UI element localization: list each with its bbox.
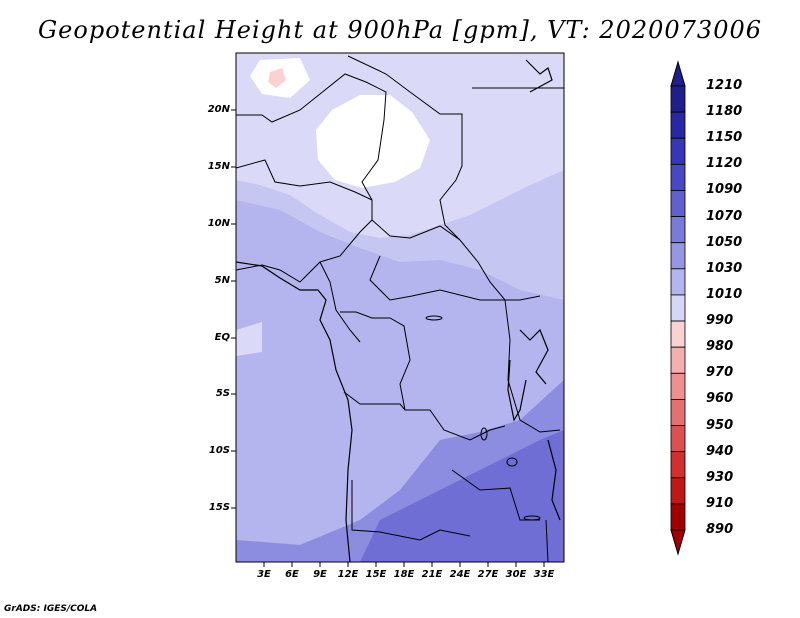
colorbar-label: 960 — [706, 391, 734, 407]
lat-label: 5N — [214, 275, 230, 286]
colorbar-swatch — [670, 137, 686, 165]
colorbar-label: 910 — [706, 495, 734, 511]
colorbar-swatch — [670, 477, 686, 505]
colorbar-label: 1180 — [706, 104, 743, 120]
colorbar-label: 950 — [706, 417, 734, 433]
colorbar-top-arrow — [670, 60, 686, 87]
colorbar-label: 940 — [706, 443, 734, 459]
lon-label: 21E — [421, 569, 443, 580]
lat-label: EQ — [214, 332, 230, 343]
colorbar-swatch — [670, 85, 686, 113]
colorbar-label: 1090 — [706, 182, 743, 198]
grads-credit: GrADS: IGES/COLA — [4, 604, 98, 614]
lat-label: 10N — [207, 218, 230, 229]
lon-label: 18E — [393, 569, 415, 580]
lat-label: 10S — [208, 445, 230, 456]
colorbar-label: 1210 — [706, 78, 743, 93]
height-field — [236, 53, 564, 562]
lat-label: 5S — [215, 388, 230, 399]
colorbar-swatch — [670, 320, 686, 348]
axis-ticks — [231, 109, 545, 567]
colorbar-label: 1120 — [706, 156, 743, 172]
colorbar-swatch — [670, 346, 686, 374]
colorbar-label: 970 — [706, 365, 734, 381]
field-sahara-990 — [316, 95, 430, 188]
colorbar-label: 1150 — [706, 130, 743, 146]
colorbar-swatch — [670, 372, 686, 400]
country-borders — [236, 55, 564, 562]
colorbar-swatch — [670, 268, 686, 296]
lakes — [425, 315, 541, 521]
map-title: Geopotential Height at 900hPa [gpm], VT:… — [38, 16, 762, 44]
colorbar-swatch — [670, 294, 686, 322]
colorbar-swatch — [670, 216, 686, 244]
colorbar-swatch — [670, 503, 686, 531]
lon-label: 33E — [533, 569, 555, 580]
colorbar-label: 1070 — [706, 208, 743, 224]
colorbar-label: 890 — [706, 522, 734, 537]
lon-label: 9E — [313, 569, 327, 580]
colorbar-swatch — [670, 163, 686, 191]
colorbar-swatch — [670, 242, 686, 270]
colorbar-label: 980 — [706, 339, 734, 355]
lon-label: 30E — [505, 569, 527, 580]
lon-label: 24E — [449, 569, 471, 580]
colorbar — [670, 60, 686, 556]
lat-label: 15S — [208, 502, 230, 513]
colorbar-label: 930 — [706, 469, 734, 485]
lat-label: 20N — [207, 104, 230, 115]
colorbar-label: 1010 — [706, 286, 743, 302]
colorbar-swatch — [670, 425, 686, 453]
colorbar-swatch — [670, 190, 686, 217]
lon-label: 3E — [257, 569, 271, 580]
lon-label: 6E — [285, 569, 299, 580]
field-guinea-1030 — [236, 322, 262, 356]
field-libya-980 — [268, 68, 286, 88]
lon-label: 27E — [477, 569, 499, 580]
lon-label: 15E — [365, 569, 387, 580]
colorbar-swatch — [670, 399, 686, 426]
map-frame — [235, 52, 565, 563]
field-southeast-1090 — [360, 430, 564, 562]
colorbar-bottom-arrow — [670, 529, 686, 556]
colorbar-swatch — [670, 111, 686, 139]
colorbar-label: 1050 — [706, 234, 743, 250]
lon-label: 12E — [337, 569, 359, 580]
colorbar-swatch — [670, 451, 686, 479]
colorbar-label: 1030 — [706, 260, 743, 276]
colorbar-label: 990 — [706, 313, 734, 329]
coastlines — [236, 59, 561, 562]
lat-label: 15N — [207, 161, 230, 172]
